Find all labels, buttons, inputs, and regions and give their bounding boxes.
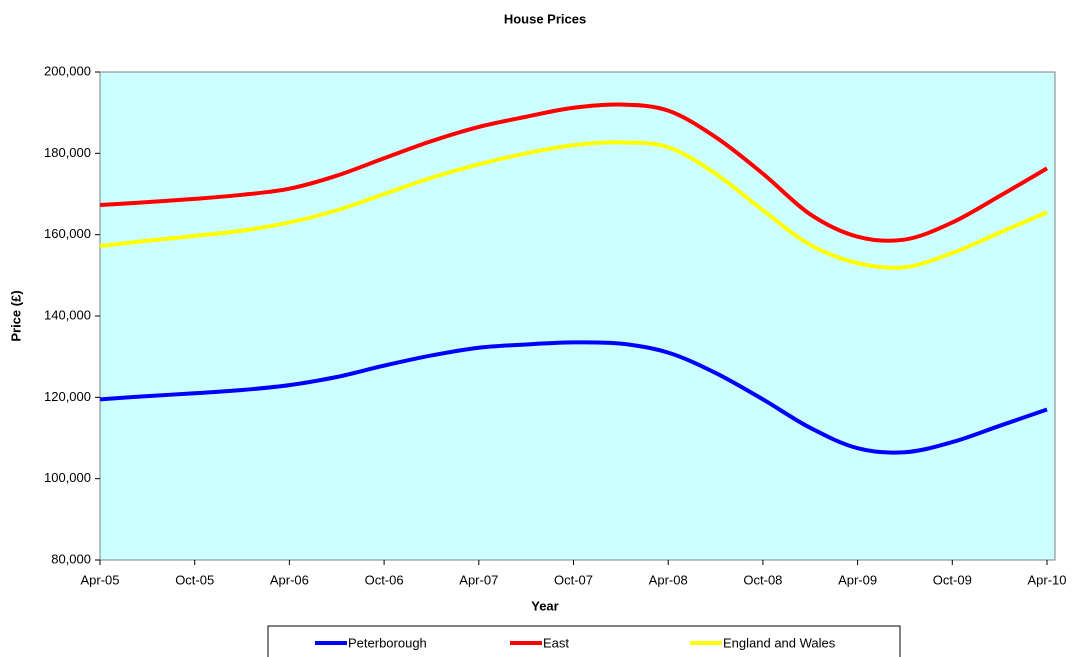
plot-area	[99, 71, 1056, 561]
x-tick-label: Oct-08	[743, 572, 782, 587]
x-axis-label: Year	[531, 598, 558, 613]
x-tick-label: Apr-06	[270, 572, 309, 587]
x-tick-label: Apr-09	[838, 572, 877, 587]
x-tick-label: Oct-06	[365, 572, 404, 587]
series-line	[99, 102, 1049, 243]
x-tick-label: Oct-05	[175, 572, 214, 587]
x-tick-label: Apr-07	[459, 572, 498, 587]
chart-title: House Prices	[504, 11, 586, 26]
y-tick-label: 120,000	[44, 389, 91, 404]
y-axis-label: Price (£)	[8, 290, 23, 341]
y-tick-label: 180,000	[44, 145, 91, 160]
x-tick-label: Apr-05	[80, 572, 119, 587]
x-tick-label: Oct-07	[554, 572, 593, 587]
y-tick-label: 200,000	[44, 63, 91, 78]
x-tick-label: Apr-10	[1027, 572, 1066, 587]
x-tick-label: Oct-09	[933, 572, 972, 587]
series-line	[99, 140, 1048, 270]
y-tick-label: 100,000	[44, 470, 91, 485]
y-tick-label: 140,000	[44, 307, 91, 322]
legend	[267, 625, 901, 657]
series-line	[99, 340, 1048, 455]
legend-label: East	[543, 635, 569, 650]
legend-label: Peterborough	[348, 635, 427, 650]
legend-label: England and Wales	[723, 635, 836, 650]
y-tick-label: 80,000	[51, 551, 91, 566]
y-tick-label: 160,000	[44, 226, 91, 241]
x-tick-label: Apr-08	[649, 572, 688, 587]
